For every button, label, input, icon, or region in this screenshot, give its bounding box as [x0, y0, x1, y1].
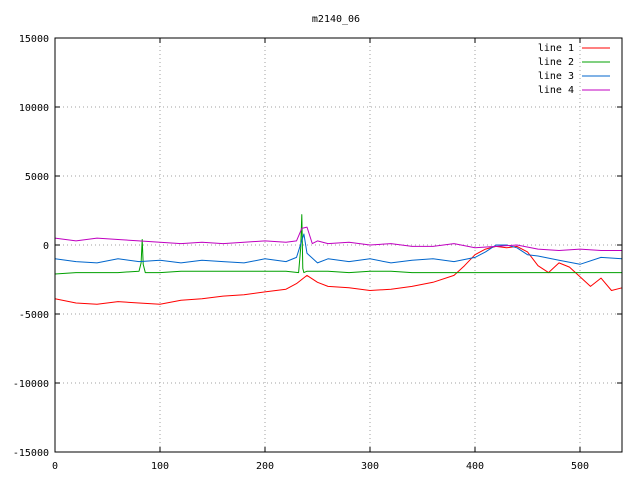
grid-lines	[55, 38, 622, 452]
series-group	[54, 214, 623, 305]
y-tick-label: -10000	[13, 379, 49, 390]
series-line-4	[54, 226, 622, 251]
x-tick-label: 200	[256, 461, 274, 472]
legend-label: line 1	[538, 43, 574, 54]
x-tick-label: 400	[466, 461, 484, 472]
axis-ticks: 0 100 200 300 400 500 -15000 -10000 -5000 0 5000 10…	[13, 34, 622, 472]
chart-title: m2140_06	[312, 14, 360, 25]
y-tick-label: 15000	[19, 34, 49, 45]
plot-frame	[54, 37, 623, 453]
y-tick-label: -5000	[19, 310, 49, 321]
x-tick-label: 100	[151, 461, 169, 472]
x-tick-label: 0	[52, 461, 58, 472]
legend-label: line 2	[538, 57, 574, 68]
y-tick-label: 5000	[25, 172, 49, 183]
series-line-2	[54, 214, 622, 275]
y-tick-label: 0	[43, 241, 49, 252]
series-line-1	[54, 245, 623, 305]
x-tick-label: 500	[571, 461, 589, 472]
legend: line 1 line 2 line 3 line 4	[538, 43, 610, 96]
legend-label: line 4	[538, 85, 574, 96]
x-tick-label: 300	[361, 461, 379, 472]
y-tick-label: 10000	[19, 103, 49, 114]
series-line-3	[54, 233, 623, 265]
y-tick-label: -15000	[13, 448, 49, 459]
legend-label: line 3	[538, 71, 574, 82]
